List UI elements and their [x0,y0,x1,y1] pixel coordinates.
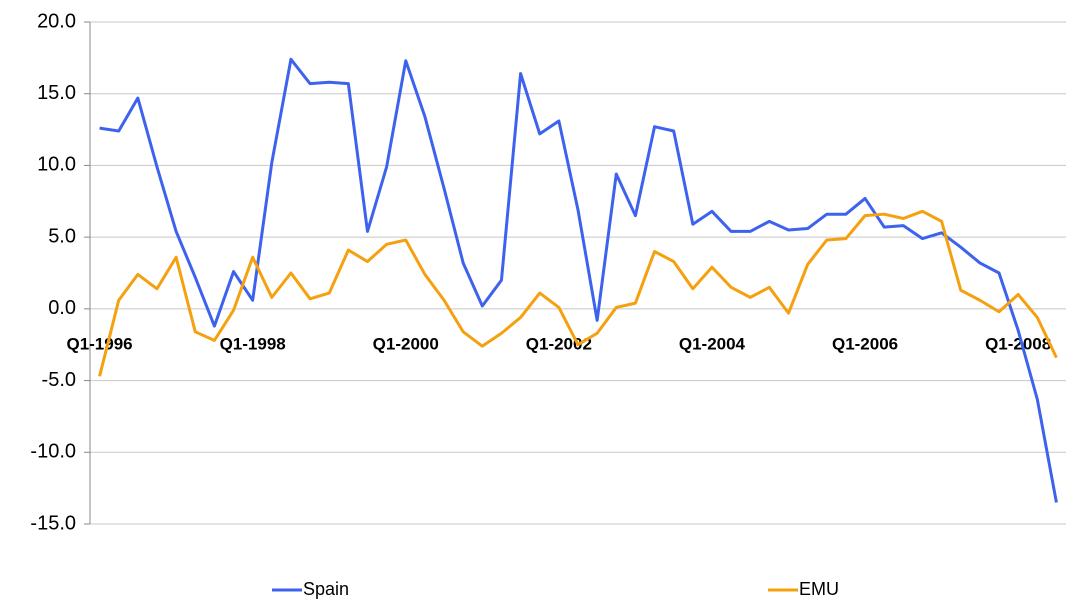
legend-label: Spain [303,579,349,599]
y-tick-label: 15.0 [37,82,76,104]
y-tick-label: -10.0 [30,441,76,463]
y-tick-label: 10.0 [37,154,76,176]
x-tick-label: Q1-1998 [220,334,286,353]
series-line [99,57,1058,503]
y-tick-label: -5.0 [42,369,76,391]
x-tick-label: Q1-1996 [66,334,132,353]
y-tick-label: 5.0 [48,225,76,247]
x-tick-label: Q1-2008 [985,334,1051,353]
series-line [98,209,1058,377]
x-tick-label: Q1-2004 [679,334,746,353]
y-tick-label: -15.0 [30,512,76,534]
y-tick-label: 0.0 [48,297,76,319]
x-tick-label: Q1-2006 [832,334,898,353]
x-tick-label: Q1-2000 [373,334,439,353]
y-tick-label: 20.0 [37,10,76,32]
legend-label: EMU [799,579,839,599]
